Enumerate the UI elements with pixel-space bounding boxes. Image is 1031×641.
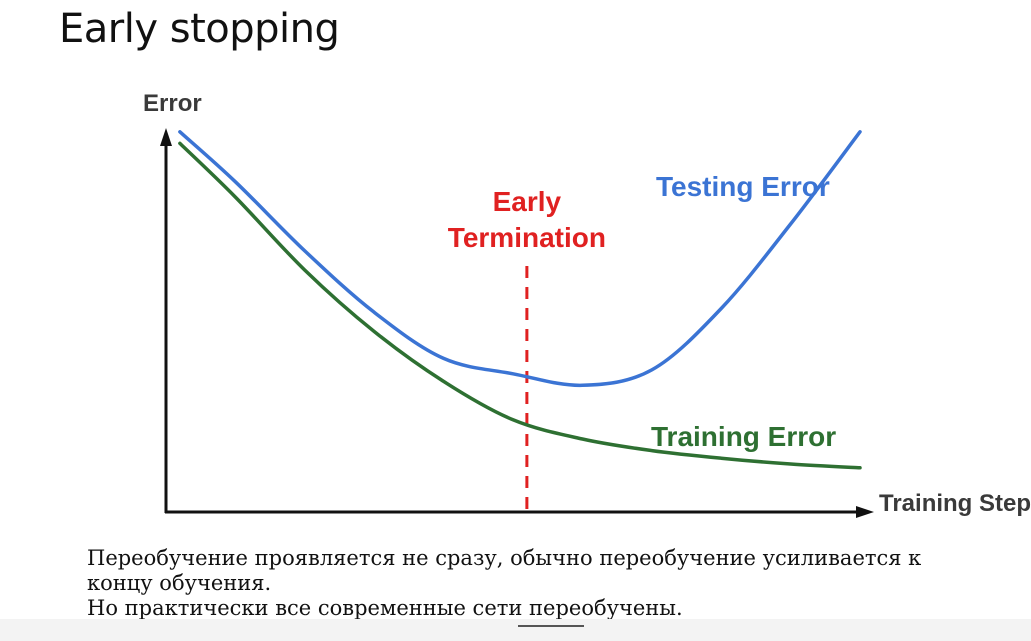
body-line-2: Но практически все современные сети пере… <box>87 596 683 620</box>
slide-title: Early stopping <box>59 6 340 52</box>
annotation-label-line-1: Early <box>493 186 562 217</box>
early-stopping-chart: Error Training Steps Early Termination Te… <box>143 90 1031 518</box>
y-axis-arrow <box>160 128 172 146</box>
annotation-layer: Early Termination <box>448 186 606 512</box>
series-line-1 <box>178 130 862 388</box>
body-text: Переобучение проявляется не сразу, обычн… <box>87 546 987 621</box>
scroll-handle[interactable] <box>518 625 584 627</box>
series-label-1: Testing Error <box>656 171 830 202</box>
x-axis-label: Training Steps <box>879 490 1031 517</box>
series-layer: Testing Error Training Error <box>178 130 862 470</box>
y-axis-label: Error <box>143 90 202 117</box>
x-axis-arrow <box>856 506 874 518</box>
series-line-2 <box>178 141 862 470</box>
bottom-bar <box>0 619 1031 641</box>
chart-axes: Error Training Steps <box>143 90 1031 518</box>
body-line-1: Переобучение проявляется не сразу, обычн… <box>87 546 922 595</box>
series-label-2: Training Error <box>651 421 836 452</box>
annotation-label-line-2: Termination <box>448 222 606 253</box>
